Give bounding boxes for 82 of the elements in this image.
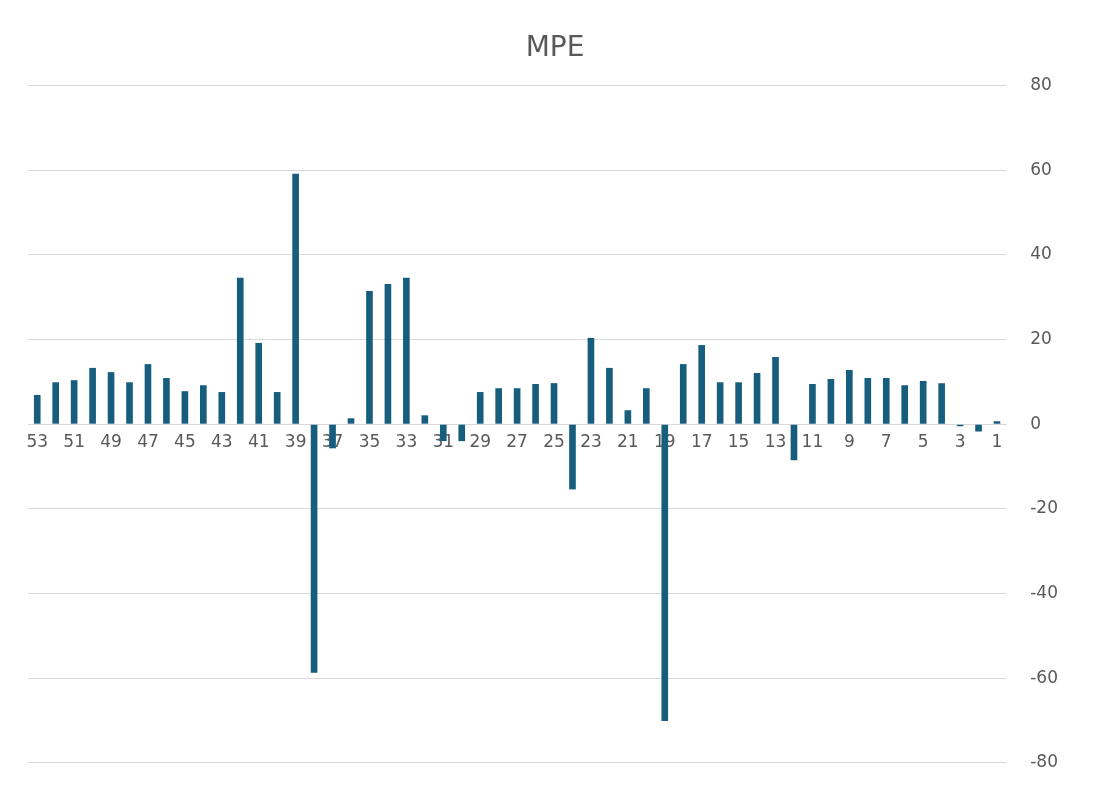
- bar: [550, 383, 558, 424]
- bar: [513, 388, 521, 424]
- bar: [772, 356, 779, 424]
- y-tick-label: 40: [1030, 243, 1052, 264]
- x-tick-label: 13: [764, 430, 787, 451]
- x-tick-label: 25: [543, 430, 565, 451]
- x-tick-label: 1: [991, 430, 1003, 451]
- bar: [89, 367, 96, 424]
- x-tick-label: 5: [917, 430, 929, 451]
- y-tick-label: 80: [1030, 74, 1052, 95]
- bar: [901, 385, 909, 424]
- x-tick-label: 29: [469, 430, 492, 451]
- chart-title: MPE: [525, 30, 585, 64]
- bar: [107, 372, 115, 424]
- x-tick-label: 15: [727, 430, 750, 451]
- bar: [218, 392, 226, 424]
- x-tick-label: 3: [954, 430, 966, 451]
- bar: [864, 378, 872, 424]
- x-tick-label: 7: [880, 430, 892, 451]
- bar: [292, 173, 299, 424]
- bar: [735, 382, 742, 424]
- x-tick-label: 47: [137, 430, 159, 451]
- bar: [698, 345, 706, 424]
- x-tick-label: 45: [174, 430, 196, 451]
- bar: [753, 372, 761, 424]
- bar: [975, 424, 982, 432]
- bar: [809, 383, 816, 424]
- bar: [310, 424, 318, 673]
- bar: [255, 342, 263, 424]
- bar: [347, 418, 355, 424]
- bar: [421, 415, 429, 424]
- bar: [993, 421, 1001, 424]
- y-tick-label: -80: [1030, 751, 1059, 772]
- bar: [495, 388, 502, 424]
- bar: [163, 378, 170, 424]
- bar: [458, 424, 466, 442]
- y-tick-label: 60: [1030, 158, 1052, 179]
- bar: [476, 392, 484, 424]
- bar: [181, 391, 189, 424]
- bar: [846, 370, 853, 424]
- bar: [403, 277, 410, 424]
- x-tick-label: 41: [247, 430, 270, 451]
- x-tick-label: 43: [210, 430, 233, 451]
- bar: [144, 364, 152, 424]
- bar: [624, 410, 632, 424]
- bar: [384, 284, 392, 424]
- bar: [827, 378, 835, 424]
- x-tick-label: 17: [690, 430, 713, 451]
- x-tick-label: 35: [358, 430, 381, 451]
- bar: [919, 381, 927, 424]
- x-tick-label: 9: [843, 430, 855, 451]
- bar: [716, 382, 724, 424]
- bar: [587, 337, 595, 424]
- bar: [882, 378, 890, 424]
- x-tick-label: 53: [26, 430, 49, 451]
- x-tick-label: 27: [506, 430, 528, 451]
- x-tick-label: 51: [63, 430, 85, 451]
- y-tick-label: 0: [1030, 412, 1042, 433]
- bar: [52, 382, 60, 424]
- x-tick-label: 33: [395, 430, 418, 451]
- bar: [569, 424, 576, 490]
- bar: [200, 385, 207, 424]
- bar: [70, 380, 78, 424]
- bar: [938, 383, 945, 424]
- y-tick-label: -40: [1030, 581, 1059, 602]
- bar: [679, 364, 687, 424]
- bar: [236, 277, 244, 424]
- bar: [643, 388, 650, 424]
- x-tick-label: 11: [801, 430, 824, 451]
- x-tick-label: 39: [284, 430, 307, 451]
- bar: [126, 382, 133, 424]
- x-tick-label: 23: [580, 430, 602, 451]
- bar: [33, 395, 41, 424]
- y-tick-label: -20: [1030, 497, 1059, 518]
- y-tick-label: 20: [1030, 327, 1052, 348]
- bar: [532, 383, 539, 424]
- bar: [606, 367, 613, 424]
- y-tick-label: -60: [1030, 666, 1059, 687]
- x-tick-label: 21: [617, 430, 639, 451]
- bar: [273, 392, 281, 424]
- x-tick-label: 49: [100, 430, 122, 451]
- bar: [366, 290, 373, 424]
